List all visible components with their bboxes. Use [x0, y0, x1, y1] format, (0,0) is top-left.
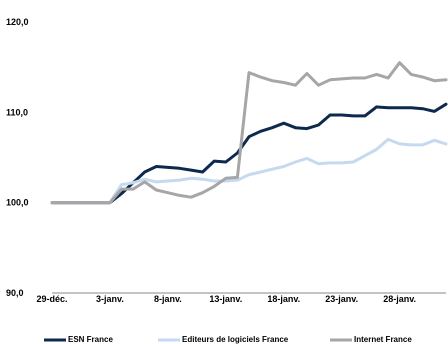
- x-axis-ticks: 29-déc. 3-janv. 8-janv. 13-janv. 18-janv. 23-…: [36, 294, 416, 304]
- series-line-1: [50, 102, 448, 205]
- y-tick-label: 100,0: [6, 198, 29, 208]
- series-line-2: [50, 137, 448, 205]
- x-tick-label: 13-janv.: [209, 294, 242, 304]
- y-axis-ticks: 90,0 100,0 110,0 120,0: [6, 17, 29, 298]
- y-tick-label: 120,0: [6, 17, 29, 27]
- y-tick-label: 110,0: [6, 107, 28, 117]
- y-tick-label: 90,0: [6, 288, 24, 298]
- series-lines: [50, 61, 448, 205]
- x-tick-label: 18-janv.: [267, 294, 300, 304]
- x-tick-label: 28-janv.: [383, 294, 416, 304]
- x-tick-label: 23-janv.: [325, 294, 358, 304]
- x-tick-label: 3-janv.: [96, 294, 124, 304]
- legend-label: Editeurs de logiciels France: [182, 335, 289, 344]
- x-tick-label: 8-janv.: [154, 294, 182, 304]
- legend-label: Internet France: [354, 335, 412, 344]
- series-line-3: [50, 61, 448, 205]
- legend-label: ESN France: [68, 335, 113, 344]
- legend: ESN France Editeurs de logiciels France In…: [44, 335, 412, 344]
- x-tick-label: 29-déc.: [36, 294, 67, 304]
